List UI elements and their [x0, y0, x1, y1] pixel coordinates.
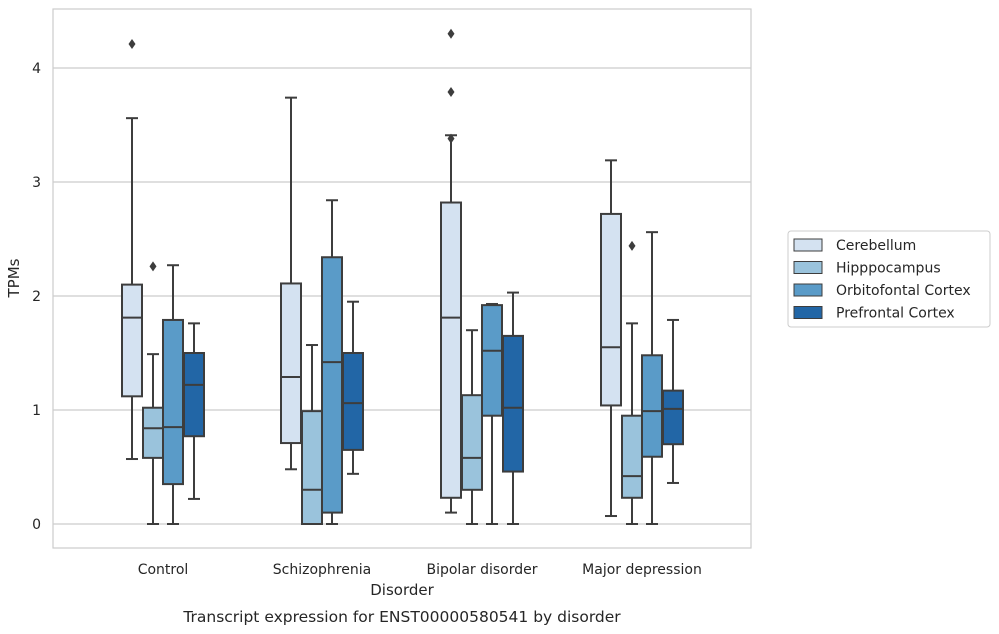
chart-title: Transcript expression for ENST0000058054… [182, 608, 621, 626]
box-iqr [481, 304, 503, 417]
box-cerebellum-1 [280, 96, 302, 471]
y-tick-label: 4 [32, 61, 41, 77]
box-iqr [162, 318, 184, 486]
box-iqr [342, 352, 364, 451]
legend-entry-label: Cerebellum [836, 238, 916, 254]
box-iqr [502, 334, 524, 473]
outlier-point [447, 86, 455, 97]
y-tick-label: 1 [32, 403, 41, 419]
y-tick-label: 2 [32, 289, 41, 305]
box-iqr [321, 256, 343, 514]
box-iqr [142, 406, 164, 459]
plot-area-frame [52, 8, 752, 549]
legend-entry-label: Orbitofontal Cortex [836, 283, 971, 299]
x-tick-label: Control [138, 562, 189, 578]
x-tick-labels: Control Schizophrenia Bipolar disorder Majo… [138, 562, 702, 578]
y-tick-label: 0 [32, 517, 41, 533]
box-prefrontal-cortex-2 [502, 291, 524, 525]
x-tick-label: Major depression [582, 562, 702, 578]
box-iqr [621, 414, 643, 499]
box-prefrontal-cortex-0 [183, 322, 205, 500]
x-tick-label: Schizophrenia [273, 562, 371, 578]
box-cerebellum-3 [600, 159, 622, 518]
legend-swatch [793, 283, 823, 297]
y-axis-label: TPMs [5, 258, 23, 298]
box-iqr [440, 201, 462, 499]
box-iqr [662, 389, 684, 446]
box-iqr [301, 410, 323, 526]
legend-entry-label: Prefrontal Cortex [836, 306, 955, 322]
box-iqr [121, 283, 143, 398]
y-tick-label: 3 [32, 175, 41, 191]
outlier-point [149, 261, 157, 272]
x-axis-label: Disorder [370, 581, 434, 599]
box-iqr [183, 352, 205, 438]
box-prefrontal-cortex-1 [342, 300, 364, 475]
outlier-point [447, 133, 455, 144]
box-iqr [600, 212, 622, 407]
box-iqr [641, 354, 663, 458]
legend-swatch [793, 238, 823, 252]
legend-swatch [793, 261, 823, 274]
legend-entry-label: Hipppocampus [836, 261, 941, 277]
box-hipppocampus-0 [142, 261, 164, 525]
box-cerebellum-2 [440, 28, 462, 514]
x-tick-label: Bipolar disorder [426, 562, 537, 578]
outlier-point [447, 28, 455, 39]
outlier-point [628, 240, 636, 251]
box-cerebellum-0 [121, 39, 143, 461]
outlier-point [128, 39, 136, 50]
box-hipppocampus-1 [301, 344, 323, 526]
box-orbitofontal-cortex-3 [641, 231, 663, 525]
legend-swatch [793, 306, 823, 319]
y-tick-labels: 0 1 2 3 4 [32, 61, 41, 533]
box-hipppocampus-2 [461, 329, 483, 525]
box-series [121, 28, 684, 526]
box-iqr [461, 394, 483, 491]
box-iqr [280, 282, 302, 445]
legend-frame [787, 230, 991, 328]
box-prefrontal-cortex-3 [662, 318, 684, 484]
legend: Cerebellum Hipppocampus Orbitofontal Corte… [787, 230, 991, 328]
